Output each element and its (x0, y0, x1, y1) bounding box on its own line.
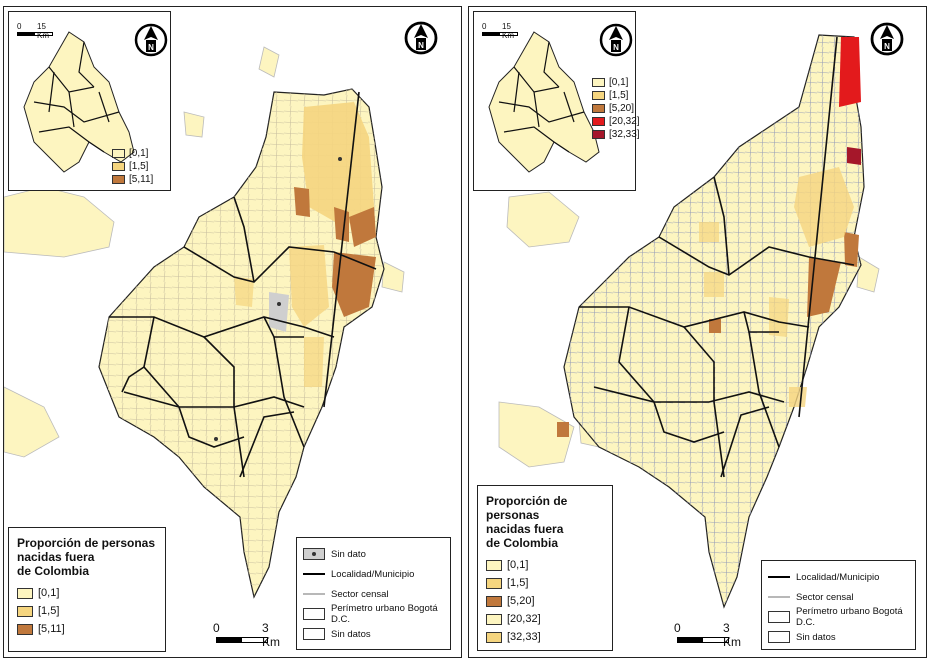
north-arrow-icon: N (404, 21, 438, 55)
inset-legend-row: [5,11] (112, 173, 153, 185)
choropleth-classes-left (234, 102, 376, 387)
bogota-map-left (4, 46, 405, 599)
legend-row: [1,5] (17, 602, 157, 620)
surrounding-municipalities (498, 191, 880, 468)
symbol-row-sin-dato: Sin dato (303, 544, 444, 564)
symbol-row-localidad: Localidad/Municipio (303, 564, 444, 584)
legend-row: [5,11] (17, 620, 157, 638)
legend-row: [1,5] (486, 574, 604, 592)
legend-title: Proporción de personas nacidas fuera de … (486, 494, 568, 550)
classes-legend-left: Proporción de personas nacidas fuera de … (8, 527, 166, 652)
symbols-legend-right: Localidad/Municipio Sector censal Períme… (761, 560, 916, 650)
symbol-row-sin-datos: Sin datos (768, 627, 909, 647)
inset-legend-row: [5,20] (592, 102, 640, 114)
localidad-boundaries-right (579, 36, 855, 478)
legend-row: [20,32] (486, 610, 604, 628)
localidad-boundaries-left (109, 91, 377, 478)
inset-map-right (488, 31, 600, 173)
choropleth-classes-right (557, 37, 861, 437)
inset-legend-row: [0,1] (592, 76, 640, 88)
inset-legend-row: [1,5] (112, 160, 153, 172)
sin-dato-markers-left (214, 157, 342, 441)
svg-text:N: N (148, 43, 154, 52)
inset-legend-row: [1,5] (592, 89, 640, 101)
overview-inset-right: 0 15 Km [0,1] [1,5] [5,20] [20,32] [32,3… (473, 11, 640, 191)
svg-text:N: N (418, 41, 424, 50)
map-panel-right: 0 15 Km [0,1] [1,5] [5,20] [20,32] [32,3… (468, 6, 927, 658)
inset-scale-start: 0 (482, 22, 487, 31)
north-arrow-icon: N (134, 23, 168, 57)
symbol-row-localidad: Localidad/Municipio (768, 567, 909, 587)
inset-scale-start: 0 (17, 22, 22, 31)
north-arrow-icon: N (599, 23, 633, 57)
legend-row: [0,1] (17, 584, 157, 602)
symbol-row-perimetro: Perímetro urbano Bogotá D.C. (768, 606, 909, 628)
legend-row: [5,20] (486, 592, 604, 610)
inset-legend-left: [0,1] [1,5] [5,11] (112, 147, 153, 186)
north-arrow-icon: N (870, 22, 904, 56)
inset-legend-row: [0,1] (112, 147, 153, 159)
svg-text:N: N (884, 42, 890, 51)
map-panel-left: 0 15 Km [0,1] [1,5] [5,11] N (3, 6, 462, 658)
inset-legend-right: [0,1] [1,5] [5,20] [20,32] [32,33] (592, 76, 640, 141)
legend-title: Proporción de personas nacidas fuera de … (17, 536, 156, 578)
symbol-row-sector: Sector censal (303, 584, 444, 604)
symbol-row-sector: Sector censal (768, 587, 909, 607)
overview-inset-left: 0 15 Km [0,1] [1,5] [5,11] N (8, 11, 171, 191)
symbol-row-perimetro: Perímetro urbano Bogotá D.C. (303, 603, 444, 625)
classes-legend-right: Proporción de personas nacidas fuera de … (477, 485, 613, 651)
symbols-legend-left: Sin dato Localidad/Municipio Sector cens… (296, 537, 451, 650)
legend-row: [0,1] (486, 556, 604, 574)
inset-legend-row: [20,32] (592, 115, 640, 127)
symbol-row-sin-datos: Sin datos (303, 624, 444, 644)
legend-row: [32,33] (486, 628, 604, 646)
svg-text:N: N (613, 43, 619, 52)
inset-map-left (23, 31, 135, 173)
bogota-map-right (498, 34, 880, 609)
census-sectors-left (99, 89, 384, 597)
inset-legend-row: [32,33] (592, 128, 640, 140)
